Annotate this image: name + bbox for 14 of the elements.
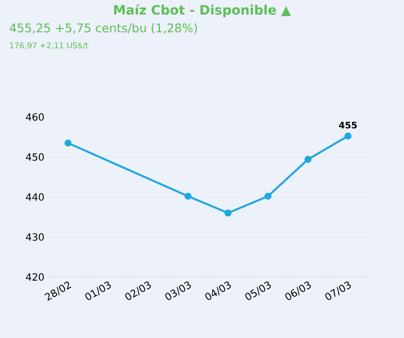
point [304,156,312,163]
data-label: 455 [339,122,357,128]
point [344,132,352,140]
y-tick-label: 440 [26,193,44,201]
chart-title: Maíz Cbot - Disponible ▲ [114,4,291,18]
point [224,210,232,216]
chart-subtitle: 455,25 +5,75 cents/bu (1,28%) [10,23,197,34]
y-tick-label: 460 [26,113,44,121]
y-tick-label: 420 [26,273,44,281]
y-tick-label: 430 [26,233,44,241]
point [184,192,192,200]
point [64,140,72,146]
point [264,192,272,200]
y-tick-label: 450 [26,153,44,161]
